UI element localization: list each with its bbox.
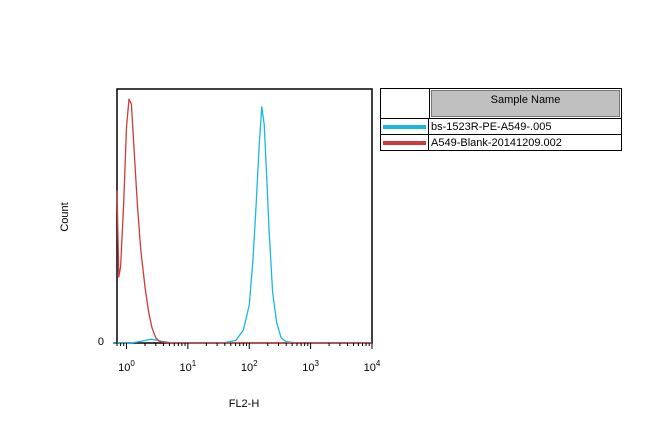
y-axis-label: Count [59,202,71,231]
series-line [116,98,372,344]
x-axis-label: FL2-H [229,398,260,410]
legend-swatch [383,140,426,145]
x-tick-label: 102 [241,359,258,374]
legend-swatch-cell [381,135,429,150]
legend-header-label: Sample Name [431,90,620,117]
series-line [117,106,372,344]
legend: Sample Name bs-1523R-PE-A549-.005 A549-B… [380,88,622,151]
x-tick-label: 104 [364,359,381,374]
legend-label: bs-1523R-PE-A549-.005 [431,120,552,133]
legend-header: Sample Name [381,89,621,119]
x-tick-label: 100 [118,359,135,374]
legend-entry: bs-1523R-PE-A549-.005 [381,119,621,134]
x-tick-label: 101 [180,359,197,374]
legend-swatch [383,124,426,129]
y-axis-ticks: 0 [98,336,117,348]
plot-area [116,88,373,344]
series-layer [116,98,372,344]
legend-label: A549-Blank-20141209.002 [431,136,562,149]
y-tick-label: 0 [98,336,104,348]
legend-entry: A549-Blank-20141209.002 [381,134,621,150]
x-tick-label: 103 [302,359,319,374]
legend-swatch-cell [381,119,429,134]
legend-swatch-header [381,89,430,118]
x-axis-ticks: 100 101 102 103 104 [116,343,381,374]
